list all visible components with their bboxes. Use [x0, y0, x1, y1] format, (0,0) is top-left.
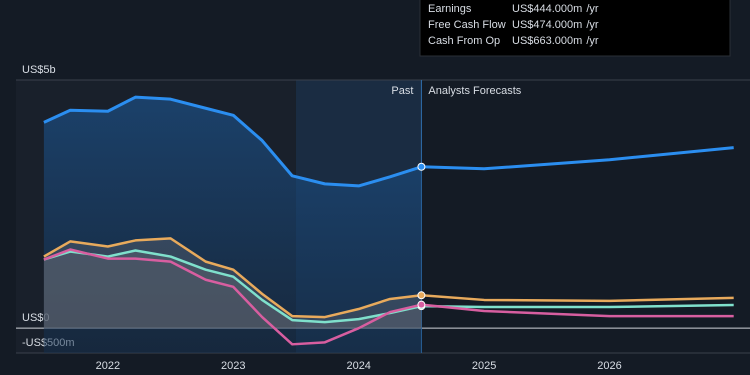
x-tick-label: 2023 [221, 360, 245, 372]
area-fill [43, 238, 422, 329]
tooltip-series-name: Free Cash Flow [428, 19, 506, 31]
area-fill [43, 250, 422, 329]
tooltip-unit: /yr [586, 3, 599, 15]
tooltip-unit: /yr [586, 35, 599, 47]
tooltip-value: US$663.000m [512, 35, 582, 47]
tooltip-unit: /yr [586, 19, 599, 31]
tooltip-value: US$444.000m [512, 3, 582, 15]
series-line [43, 237, 734, 319]
series-line [43, 95, 734, 188]
x-tick-label: 2025 [472, 360, 496, 372]
point-marker [417, 162, 426, 171]
tooltip [419, 0, 731, 57]
tooltip-value: US$474.000m [512, 19, 582, 31]
past-label: Past [391, 85, 413, 97]
point-marker [417, 300, 426, 309]
forecast-label: Analysts Forecasts [428, 85, 521, 97]
series-line [43, 248, 734, 346]
tooltip-series-name: Earnings [428, 3, 472, 15]
y-tick-label: US$5b [22, 64, 56, 76]
x-tick-label: 2026 [597, 360, 621, 372]
x-tick-label: 2024 [346, 360, 370, 372]
area-fill [43, 97, 422, 353]
series-line [43, 249, 734, 324]
point-marker [417, 291, 426, 300]
x-tick-label: 2022 [96, 360, 120, 372]
y-tick-label: US$0 [22, 312, 50, 324]
tooltip-series-name: Cash From Op [428, 35, 500, 47]
